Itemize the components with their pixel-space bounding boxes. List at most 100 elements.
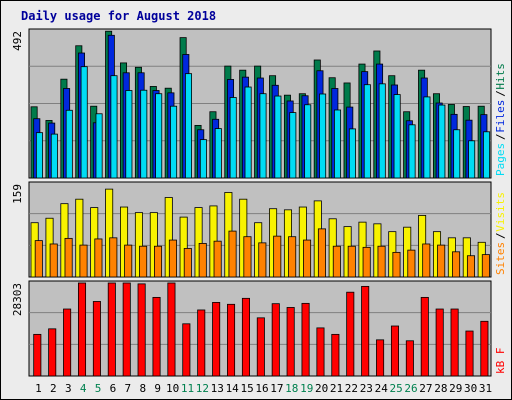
bar-pages-3: [65, 109, 73, 179]
bar-sites-18: [288, 236, 297, 278]
x-tick-26: 26: [404, 382, 417, 395]
bar-pages-12: [199, 139, 207, 179]
bar-kbytes-f-13: [212, 302, 221, 377]
bar-visits-4: [75, 198, 84, 278]
bar-sites-30: [466, 255, 476, 278]
legend-separator: /: [494, 232, 507, 239]
bar-visits-7: [120, 206, 129, 278]
bar-kbytes-f-26: [405, 340, 414, 377]
bar-sites-20: [317, 228, 326, 278]
bar-sites-13: [213, 240, 222, 278]
bar-pages-15: [244, 86, 252, 179]
bar-kbytes-f-20: [316, 327, 325, 377]
bar-kbytes-f-5: [92, 301, 101, 377]
bar-sites-28: [437, 244, 446, 278]
bar-pages-8: [140, 89, 148, 179]
x-tick-18: 18: [285, 382, 298, 395]
legend-visits: Visits: [494, 192, 507, 232]
bar-pages-31: [483, 131, 491, 179]
ymax-label-top: 492: [11, 31, 24, 51]
x-tick-15: 15: [240, 382, 253, 395]
x-tick-11: 11: [181, 382, 194, 395]
bar-kbytes-f-24: [376, 339, 385, 377]
bar-kbytes-f-30: [465, 330, 474, 377]
bar-sites-12: [198, 243, 207, 278]
x-tick-4: 4: [80, 382, 87, 395]
bar-sites-3: [64, 237, 73, 278]
bar-pages-19: [304, 104, 312, 179]
bar-kbytes-f-7: [122, 282, 131, 377]
bar-sites-1: [34, 240, 43, 278]
ymax-label-bottom: 28303: [11, 283, 24, 316]
bar-visits-12: [194, 207, 203, 278]
bar-kbytes-f-8: [137, 283, 146, 377]
bar-pages-11: [184, 73, 192, 179]
x-tick-29: 29: [449, 382, 462, 395]
chart-title: Daily usage for August 2018: [21, 9, 216, 23]
ymax-label-middle: 159: [11, 184, 24, 204]
bar-sites-8: [139, 245, 148, 278]
bar-kbytes-f-25: [390, 325, 399, 377]
bar-sites-16: [258, 242, 267, 278]
bar-pages-18: [289, 112, 297, 179]
bar-pages-20: [319, 93, 327, 179]
bar-pages-16: [259, 93, 267, 179]
x-tick-25: 25: [390, 382, 403, 395]
bar-visits-8: [134, 212, 143, 278]
bar-sites-5: [94, 238, 103, 278]
x-tick-21: 21: [330, 382, 343, 395]
bar-kbytes-f-31: [480, 320, 489, 377]
x-tick-24: 24: [375, 382, 389, 395]
bar-pages-13: [214, 128, 222, 179]
x-tick-8: 8: [139, 382, 146, 395]
bar-sites-11: [183, 248, 192, 278]
x-tick-10: 10: [166, 382, 179, 395]
bar-sites-4: [79, 244, 88, 278]
legend-kb-f: kB F: [494, 348, 507, 375]
x-tick-28: 28: [434, 382, 447, 395]
x-tick-20: 20: [315, 382, 328, 395]
legend-pages: Pages: [494, 143, 507, 176]
bar-sites-15: [243, 236, 252, 278]
bar-sites-2: [49, 243, 58, 278]
bar-sites-25: [392, 251, 401, 278]
bar-pages-10: [170, 105, 178, 179]
bar-sites-21: [332, 245, 341, 278]
bar-kbytes-f-19: [301, 302, 310, 377]
bar-sites-31: [481, 254, 490, 278]
bar-pages-17: [274, 95, 282, 179]
bar-kbytes-f-4: [77, 282, 87, 377]
bar-kbytes-f-9: [152, 296, 161, 377]
x-tick-30: 30: [464, 382, 477, 395]
x-tick-22: 22: [345, 382, 358, 395]
x-tick-1: 1: [35, 382, 42, 395]
bar-pages-24: [378, 83, 386, 179]
bar-visits-9: [149, 212, 158, 278]
bar-sites-9: [153, 245, 163, 278]
x-tick-23: 23: [360, 382, 373, 395]
bar-sites-10: [168, 239, 177, 278]
bar-pages-27: [423, 96, 431, 179]
bar-pages-9: [155, 93, 163, 179]
bar-visits-11: [179, 216, 188, 278]
x-tick-6: 6: [110, 382, 117, 395]
bar-kbytes-f-16: [256, 317, 265, 377]
x-tick-19: 19: [300, 382, 313, 395]
x-tick-31: 31: [479, 382, 492, 395]
bar-kbytes-f-12: [197, 309, 206, 377]
bar-sites-19: [303, 239, 312, 278]
bar-visits-10: [164, 197, 173, 278]
bar-sites-6: [109, 237, 118, 278]
x-tick-3: 3: [65, 382, 72, 395]
bar-sites-22: [347, 245, 356, 278]
bar-visits-6: [105, 188, 114, 278]
x-tick-14: 14: [226, 382, 240, 395]
bar-kbytes-f-1: [33, 333, 42, 377]
bar-sites-24: [377, 245, 386, 278]
x-tick-13: 13: [211, 382, 224, 395]
legend-sites: Sites: [494, 242, 507, 275]
bar-kbytes-f-15: [241, 297, 250, 377]
bar-kbytes-f-3: [63, 308, 72, 377]
bar-kbytes-f-28: [435, 308, 444, 377]
